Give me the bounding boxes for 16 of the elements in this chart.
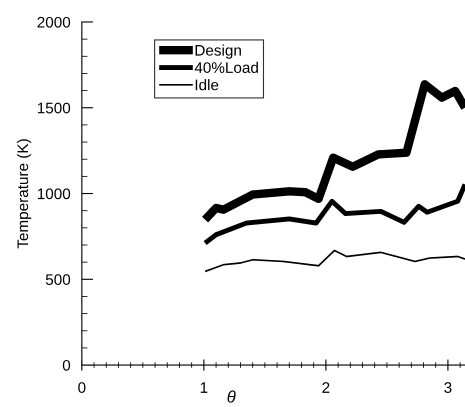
y-tick-label: 1000: [38, 188, 70, 200]
legend-label: 40%Load: [194, 62, 258, 74]
legend-label: Idle: [196, 79, 218, 90]
y-tick-label: 0: [62, 360, 70, 371]
legend-label: Design: [196, 44, 241, 59]
line-series: [202, 182, 465, 246]
line-series: [204, 250, 465, 272]
x-tick-label: 3: [444, 382, 452, 393]
x-tick-label: 2: [322, 382, 330, 393]
x-tick-label: 1: [200, 382, 208, 393]
y-tick-label: 1500: [38, 102, 70, 114]
y-axis-title: Temperature (K): [16, 139, 32, 248]
y-tick-label: 2000: [38, 16, 70, 28]
x-tick-label: 0: [78, 382, 86, 393]
y-tick-label: 500: [46, 274, 70, 285]
x-axis-title: θ: [228, 390, 236, 403]
